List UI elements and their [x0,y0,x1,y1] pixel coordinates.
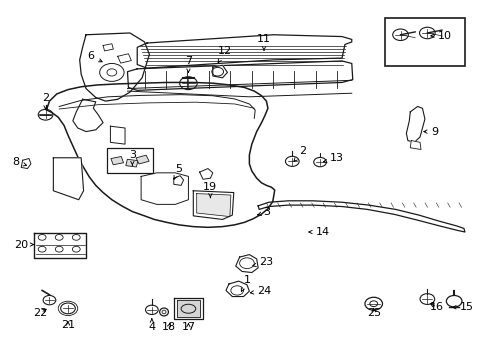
Polygon shape [199,168,212,179]
Text: 22: 22 [34,308,48,318]
Polygon shape [47,82,274,227]
Polygon shape [110,126,125,144]
Polygon shape [196,194,230,217]
Text: 14: 14 [308,227,329,237]
Polygon shape [21,158,31,168]
Text: 18: 18 [162,322,176,332]
Text: 19: 19 [203,182,217,198]
Text: 25: 25 [366,308,380,318]
Text: 20: 20 [14,239,34,249]
Polygon shape [141,173,188,204]
Polygon shape [212,65,227,78]
Polygon shape [103,44,113,51]
Text: 1: 1 [241,275,250,291]
Text: 2: 2 [293,146,306,161]
Text: 11: 11 [257,35,270,50]
Polygon shape [80,33,149,101]
Text: 9: 9 [423,127,437,136]
Polygon shape [177,301,199,317]
Text: 23: 23 [252,257,273,267]
Bar [111,157,123,165]
Polygon shape [53,158,83,200]
FancyBboxPatch shape [384,18,464,66]
Text: 15: 15 [452,302,472,312]
Text: 3: 3 [257,207,269,217]
Polygon shape [193,191,233,220]
Polygon shape [34,233,86,258]
Text: 17: 17 [181,322,195,332]
Text: 3: 3 [128,150,136,166]
Polygon shape [173,176,183,185]
Text: 13: 13 [323,153,344,163]
Polygon shape [73,99,103,132]
Bar [125,159,138,167]
FancyBboxPatch shape [107,148,153,173]
Text: 16: 16 [429,302,443,312]
Polygon shape [118,54,131,63]
Text: 7: 7 [184,56,192,72]
Text: 6: 6 [87,51,102,62]
Text: 4: 4 [148,319,155,332]
Text: 5: 5 [174,164,182,180]
Polygon shape [127,61,352,90]
Text: 21: 21 [61,320,75,330]
Polygon shape [137,35,351,68]
Text: 2: 2 [42,93,49,109]
Text: 8: 8 [13,157,26,167]
Text: 12: 12 [218,46,232,63]
Polygon shape [225,281,249,297]
Polygon shape [258,201,464,232]
Polygon shape [409,140,420,149]
Bar [136,155,149,164]
Text: 24: 24 [250,286,270,296]
Polygon shape [406,107,424,142]
Polygon shape [235,255,258,273]
Text: 10: 10 [430,31,450,41]
Polygon shape [173,298,203,319]
